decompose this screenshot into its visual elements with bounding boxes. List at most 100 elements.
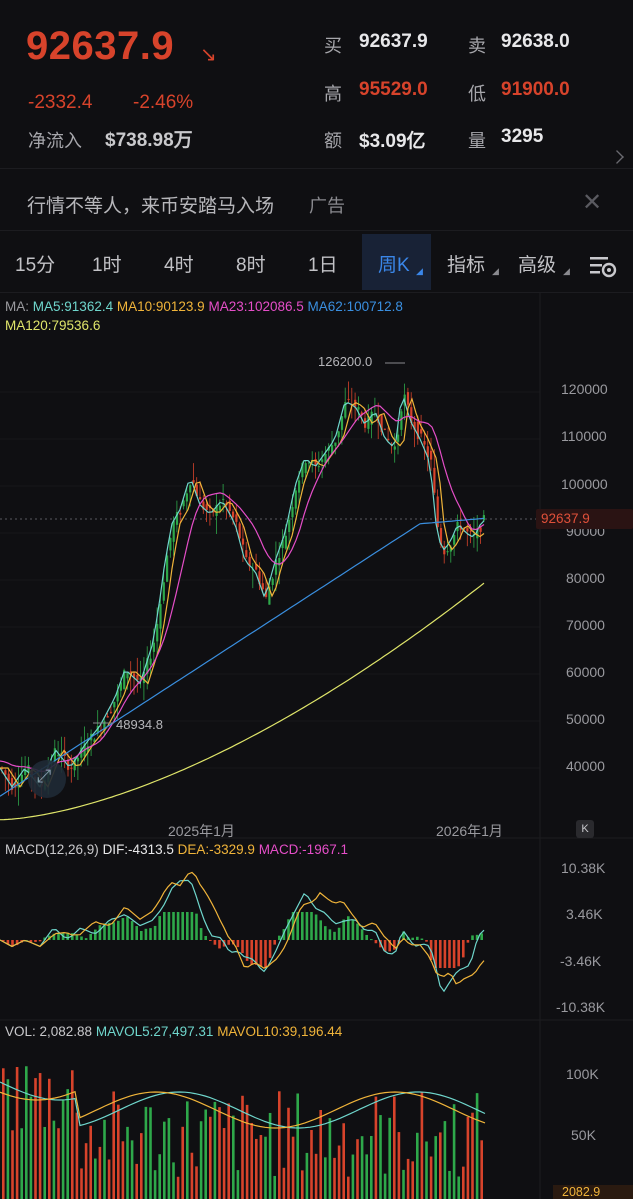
volume-bar xyxy=(98,1146,102,1199)
candle-body xyxy=(317,466,320,468)
candle-body xyxy=(152,642,155,652)
volume-bar xyxy=(448,1170,451,1199)
candle-body xyxy=(24,768,27,776)
candle-body xyxy=(274,559,278,575)
macd-bar xyxy=(195,913,198,940)
candle-body xyxy=(195,484,198,496)
macd-bar xyxy=(38,940,42,942)
price-axis-label: 40000 xyxy=(566,758,605,774)
candle-body xyxy=(314,459,317,465)
candle-body xyxy=(156,623,159,642)
candle-body xyxy=(413,421,416,430)
tab-selected-bg xyxy=(362,234,431,290)
tab-advanced[interactable]: 高级 xyxy=(518,255,557,276)
candle-body xyxy=(294,490,297,509)
volume-bar xyxy=(52,1120,56,1199)
macd-bar xyxy=(374,940,378,944)
candle-body xyxy=(76,757,80,762)
candle-body xyxy=(446,551,449,553)
macd-bar xyxy=(250,940,253,965)
macd-bar xyxy=(310,912,313,940)
volume-bar xyxy=(80,1168,83,1199)
macd-bar xyxy=(416,936,419,940)
candle-body xyxy=(146,658,149,674)
candle-body xyxy=(70,767,73,769)
volume-bar xyxy=(71,1070,74,1199)
candle-body xyxy=(202,501,205,510)
candle-body xyxy=(479,527,482,532)
mavol5-line xyxy=(0,1081,486,1129)
candle-body xyxy=(304,463,307,474)
last-price: 92637.9 xyxy=(26,24,175,68)
candle-body xyxy=(248,556,251,567)
candle-body xyxy=(406,392,410,405)
volume-bar xyxy=(452,1104,456,1199)
volume-bar xyxy=(84,1143,88,1199)
candle-body xyxy=(113,701,116,708)
volume-bar xyxy=(190,1152,194,1199)
macd-bar xyxy=(98,925,102,940)
candle-body xyxy=(238,523,241,539)
time-axis-label: 2026年1月 xyxy=(436,823,503,839)
volume-bar xyxy=(347,1176,350,1199)
volume-bar xyxy=(342,1123,345,1199)
tab-weekly[interactable]: 周K xyxy=(378,255,410,276)
candle-body xyxy=(426,446,429,458)
tab-15m[interactable]: 15分 xyxy=(15,255,56,276)
volume-bar xyxy=(291,1136,295,1199)
tab-1h[interactable]: 1时 xyxy=(92,255,122,276)
candle-body xyxy=(482,515,485,521)
volume-bar xyxy=(241,1095,244,1199)
divider xyxy=(0,230,633,231)
macd-bar xyxy=(273,940,276,945)
candle-body xyxy=(1,768,4,770)
volume-bar xyxy=(75,1112,79,1199)
volume-bar xyxy=(48,1078,51,1199)
dea-line xyxy=(0,871,485,985)
ma23-value: MA23:102086.5 xyxy=(208,299,304,314)
macd-bar xyxy=(370,939,373,941)
price-change-percent: -2.46% xyxy=(133,92,194,113)
volume-bar xyxy=(425,1141,428,1199)
macd-bar xyxy=(172,912,175,940)
macd-bar xyxy=(218,940,221,949)
mavol10-value: MAVOL10:39,196.44 xyxy=(217,1024,343,1039)
close-icon[interactable]: ✕ xyxy=(582,189,603,216)
chart-settings-icon[interactable] xyxy=(588,252,620,280)
volume-bar xyxy=(153,1170,157,1199)
volume-bar xyxy=(356,1139,359,1199)
macd-bar xyxy=(324,926,327,940)
price-axis-label: 70000 xyxy=(566,617,605,633)
macd-bar xyxy=(103,923,106,940)
volume-bar xyxy=(195,1166,198,1199)
macd-bar xyxy=(209,940,212,941)
macd-bar xyxy=(480,933,483,940)
tab-4h[interactable]: 4时 xyxy=(164,255,194,276)
fullscreen-button[interactable]: ⤢ xyxy=(28,760,66,798)
macd-bar xyxy=(337,927,341,940)
tab-1d[interactable]: 1日 xyxy=(308,255,338,276)
volume-bar xyxy=(397,1132,401,1199)
candle-body xyxy=(347,398,350,400)
candle-body xyxy=(179,512,182,515)
tab-8h[interactable]: 8时 xyxy=(236,255,266,276)
tab-indicators[interactable]: 指标 xyxy=(447,255,486,276)
macd-bar xyxy=(57,932,60,940)
candle-body xyxy=(360,412,363,416)
vol-tag-bg xyxy=(553,1185,633,1199)
bid-label: 买 xyxy=(324,36,342,56)
candle-body xyxy=(298,480,301,493)
candle-body xyxy=(324,453,327,464)
price-axis-label: 80000 xyxy=(566,570,605,586)
volume-bar xyxy=(333,1157,336,1199)
volume-bar xyxy=(480,1140,483,1199)
candle-body xyxy=(63,750,66,756)
ma23-line xyxy=(0,404,485,772)
ad-banner-text[interactable]: 行情不等人，来币安踏马入场 xyxy=(27,196,275,217)
macd-bar xyxy=(149,928,152,940)
vol-value: VOL: 2,082.88 xyxy=(5,1024,93,1039)
volume-bar xyxy=(416,1132,419,1199)
volume-bar xyxy=(66,1089,69,1199)
jump-latest-button[interactable]: K xyxy=(576,820,594,838)
